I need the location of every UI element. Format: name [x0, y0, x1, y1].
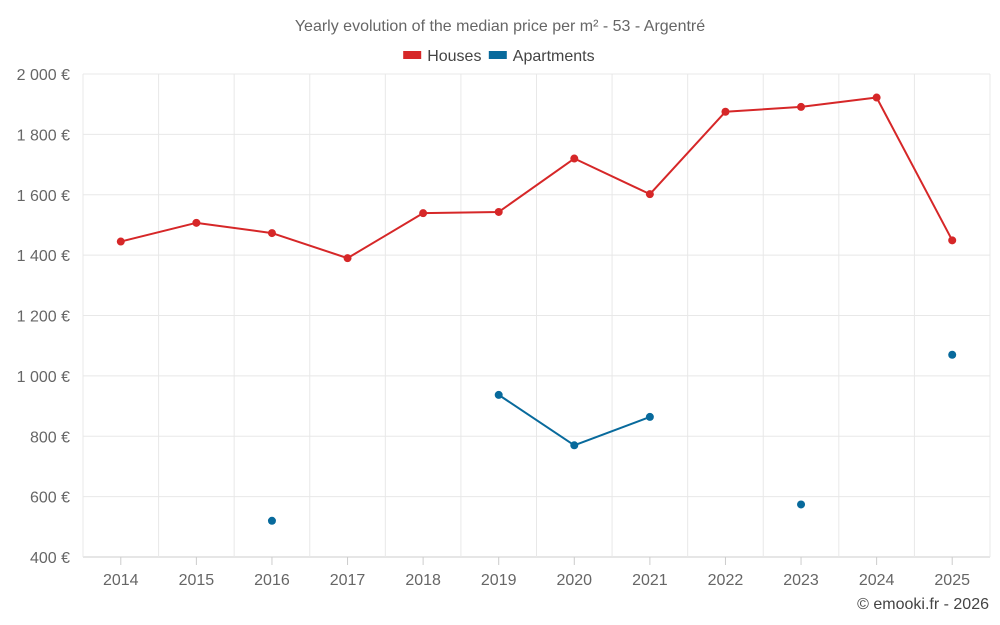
houses-data-point [645, 190, 654, 199]
x-tick-label: 2025 [934, 572, 970, 589]
y-tick-label: 600 € [30, 490, 70, 507]
legend: Houses Apartments [403, 48, 595, 65]
x-tick-label: 2017 [330, 572, 366, 589]
legend-swatch-apartments [488, 51, 507, 59]
legend-swatch-houses [403, 51, 422, 59]
y-tick-label: 800 € [30, 429, 70, 446]
x-tick-label: 2018 [405, 572, 441, 589]
x-tick-label: 2022 [708, 572, 744, 589]
apartments-data-point [494, 390, 503, 399]
x-tick-label: 2024 [859, 572, 895, 589]
apartments-data-point [797, 500, 806, 509]
x-tick-label: 2015 [179, 572, 215, 589]
y-tick-label: 1 600 € [17, 188, 70, 205]
houses-data-point [192, 218, 201, 227]
grid-layer [82, 73, 991, 558]
x-tick-label: 2021 [632, 572, 668, 589]
y-tick-label: 1 400 € [17, 248, 70, 265]
y-tick-label: 1 200 € [17, 309, 70, 326]
x-tick-label: 2020 [556, 572, 592, 589]
houses-series-line [120, 96, 954, 260]
apartments-data-point [948, 350, 957, 359]
series-layer [116, 93, 957, 525]
x-tick-label: 2019 [481, 572, 517, 589]
apartments-series-line [498, 394, 651, 447]
houses-data-point [419, 209, 428, 218]
houses-data-point [494, 207, 503, 216]
houses-data-point [343, 254, 352, 263]
apartments-data-point [267, 516, 276, 525]
houses-data-point [872, 93, 881, 102]
chart-title: Yearly evolution of the median price per… [295, 18, 705, 35]
x-tick-label: 2016 [254, 572, 290, 589]
y-tick-label: 1 000 € [17, 369, 70, 386]
houses-data-point [116, 237, 125, 246]
houses-data-point [948, 236, 957, 245]
y-tick-label: 1 800 € [17, 127, 70, 144]
houses-data-point [721, 107, 730, 116]
y-tick-label: 400 € [30, 550, 70, 567]
houses-data-point [570, 154, 579, 163]
apartments-data-point [645, 412, 654, 421]
houses-data-point [267, 229, 276, 238]
x-tick-label: 2023 [783, 572, 819, 589]
houses-data-point [797, 102, 806, 111]
legend-label-houses: Houses [427, 48, 481, 65]
x-tick-label: 2014 [103, 572, 139, 589]
legend-label-apartments: Apartments [513, 48, 595, 65]
credit-text: © emooki.fr - 2026 [857, 596, 989, 613]
apartments-data-point [570, 441, 579, 450]
axis-layer: 400 € 600 € 800 € 1 000 € 1 200 € 1 400 € 1 60… [17, 67, 970, 589]
y-tick-label: 2 000 € [17, 67, 70, 84]
